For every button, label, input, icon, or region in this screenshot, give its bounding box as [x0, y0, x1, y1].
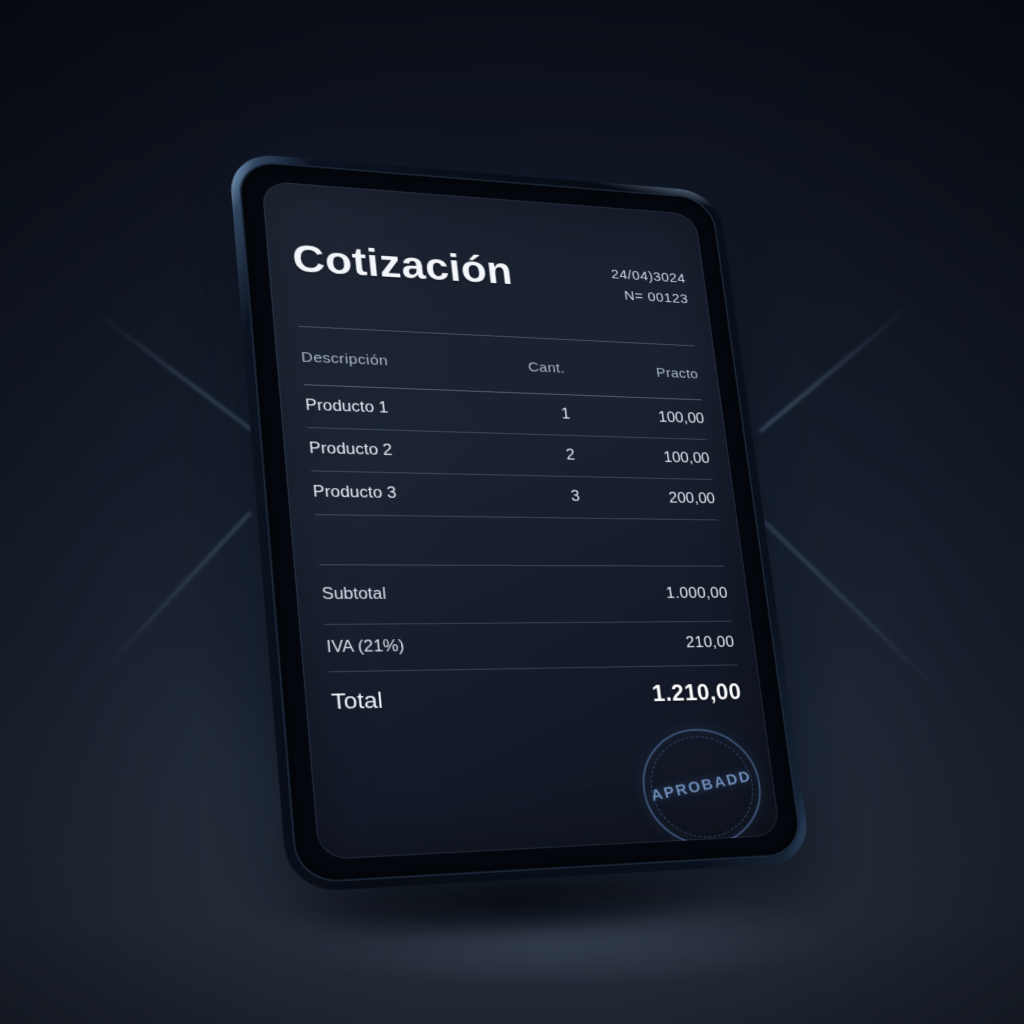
item-description: Producto 1	[304, 397, 389, 417]
column-header-description: Descripción	[300, 348, 389, 369]
total-row: Total 1.210,00	[329, 665, 743, 715]
tablet: Cotización 24/04)3024 N= 00123 Descripci…	[228, 152, 812, 893]
document-number: N= 00123	[623, 288, 690, 307]
item-price: 200,00	[667, 490, 717, 507]
total-label: Total	[330, 687, 384, 714]
table-row: Producto 3 3 200,00	[311, 470, 718, 521]
page-title: Cotización	[290, 236, 515, 293]
item-quantity: 2	[565, 447, 576, 463]
item-price: 100,00	[657, 409, 706, 427]
item-quantity: 3	[570, 488, 581, 505]
total-value: 1.210,00	[650, 678, 743, 706]
tax-label: IVA (21%)	[325, 637, 406, 656]
document-header: Cotización 24/04)3024 N= 00123	[290, 236, 690, 311]
item-price: 100,00	[662, 449, 711, 467]
item-description: Producto 3	[312, 483, 398, 502]
light-ray-upper-left	[91, 308, 261, 438]
column-header-price: Practo	[655, 364, 700, 382]
items-table: Descripción Cant. Practo Producto 1 1 10…	[298, 326, 718, 521]
tablet-frame: Cotización 24/04)3024 N= 00123 Descripci…	[228, 152, 812, 893]
tax-row: IVA (21%) 210,00	[324, 621, 738, 672]
document-meta: 24/04)3024 N= 00123	[610, 264, 690, 310]
light-ray-lower-left	[102, 511, 252, 671]
light-ray-upper-right	[759, 301, 915, 433]
tablet-bezel: Cotización 24/04)3024 N= 00123 Descripci…	[237, 159, 804, 884]
tax-value: 210,00	[684, 634, 736, 651]
subtotal-row: Subtotal 1.000,00	[319, 564, 732, 625]
subtotal-label: Subtotal	[321, 585, 387, 603]
light-ray-lower-right	[762, 520, 938, 690]
item-quantity: 1	[560, 406, 572, 422]
subtotal-value: 1.000,00	[665, 585, 729, 602]
column-header-quantity: Cant.	[527, 359, 566, 376]
approval-stamp-label: APROBADD	[649, 768, 754, 805]
tablet-screen: Cotización 24/04)3024 N= 00123 Descripci…	[261, 180, 781, 861]
item-description: Producto 2	[308, 440, 393, 459]
